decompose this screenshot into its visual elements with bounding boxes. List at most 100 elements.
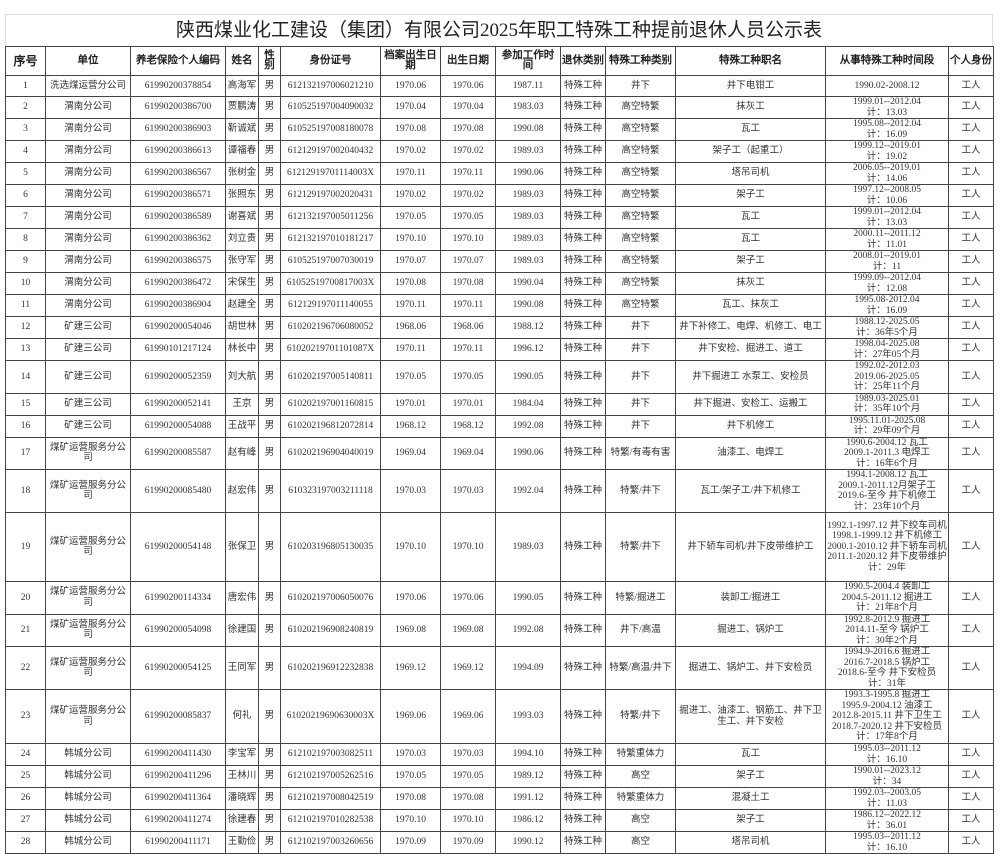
cell-identity: 工人 <box>948 338 994 361</box>
cell-gender: 男 <box>258 118 281 141</box>
column-header-id-number: 身份证号 <box>280 46 381 76</box>
cell-identity: 工人 <box>948 743 994 766</box>
cell-pension-code: 61990200386904 <box>130 294 226 317</box>
table-row: 2 渭南分公司 61990200386700 贾鹏涛男 6105251970040900… <box>5 96 994 119</box>
cell-file-birth-date: 1970.01 <box>380 392 441 416</box>
table-row: 15 矿建三公司 61990200052141 王京男 6102021970011608… <box>5 392 994 416</box>
cell-special-job: 架子工 <box>675 809 826 832</box>
cell-birth-date: 1970.09 <box>440 831 496 854</box>
table-row: 25 韩城分公司 61990200411296 王林川男 612102197005262… <box>5 765 994 788</box>
cell-id-number: 612102197010282538 <box>280 809 381 832</box>
cell-birth-date: 1970.02 <box>440 184 496 207</box>
cell-work-start-date: 1992.08 <box>495 414 561 438</box>
cell-seq: 28 <box>5 831 46 854</box>
table-row: 27 韩城分公司 61990200411274 徐建春男 612102197010282… <box>5 809 994 832</box>
column-header-special-type: 特殊工种类别 <box>605 46 676 76</box>
table-row: 6 渭南分公司 61990200386571 张照东男 6121291970020204… <box>5 184 994 207</box>
cell-unit: 矿建三公司 <box>45 338 131 361</box>
cell-name: 张树金 <box>225 162 259 185</box>
cell-identity: 工人 <box>948 436 994 470</box>
cell-special-job: 架子工 <box>675 250 826 273</box>
column-header-gender: 性别 <box>258 46 281 76</box>
cell-special-type: 井下 <box>605 338 676 361</box>
cell-name: 徐建国 <box>225 613 259 647</box>
cell-work-start-date: 1994.09 <box>495 646 561 690</box>
cell-unit: 韩城分公司 <box>45 787 131 810</box>
cell-retire-type: 特殊工种 <box>560 75 606 97</box>
cell-seq: 27 <box>5 809 46 832</box>
cell-special-job: 掘进工、锅炉工 <box>675 613 826 647</box>
cell-unit: 煤矿运营服务分公司 <box>45 613 131 647</box>
cell-file-birth-date: 1970.03 <box>380 743 441 766</box>
cell-pension-code: 61990200052359 <box>130 360 226 394</box>
cell-birth-date: 1970.06 <box>440 581 496 615</box>
cell-retire-type: 特殊工种 <box>560 118 606 141</box>
cell-work-start-date: 1983.03 <box>495 96 561 119</box>
cell-special-period: 1995.03--2011.12 计：16.10 <box>825 831 949 854</box>
cell-file-birth-date: 1970.05 <box>380 206 441 229</box>
column-header-seq: 序号 <box>5 46 46 76</box>
cell-birth-date: 1969.12 <box>440 646 496 690</box>
cell-special-period: 1998.04-2025.08 计：27年05个月 <box>825 338 949 361</box>
cell-special-period: 2006.05--2019.01 计：14.06 <box>825 162 949 185</box>
cell-special-period: 1992.02-2012.03 2019.06-2025.05 计：25年11个… <box>825 360 949 394</box>
cell-file-birth-date: 1970.10 <box>380 809 441 832</box>
cell-birth-date: 1970.11 <box>440 294 496 317</box>
cell-identity: 工人 <box>948 118 994 141</box>
cell-seq: 13 <box>5 338 46 361</box>
cell-gender: 男 <box>258 787 281 810</box>
cell-retire-type: 特殊工种 <box>560 184 606 207</box>
cell-seq: 18 <box>5 469 46 513</box>
cell-file-birth-date: 1970.08 <box>380 272 441 295</box>
cell-pension-code: 61990200386613 <box>130 140 226 163</box>
cell-file-birth-date: 1970.10 <box>380 228 441 251</box>
cell-id-number: 610203196805130035 <box>280 512 381 582</box>
cell-special-job: 瓦工、抹灰工 <box>675 294 826 317</box>
cell-retire-type: 特殊工种 <box>560 689 606 744</box>
cell-name: 宋保生 <box>225 272 259 295</box>
cell-special-job: 混凝土工 <box>675 787 826 810</box>
cell-seq: 9 <box>5 250 46 273</box>
cell-special-type: 高空特繁 <box>605 118 676 141</box>
cell-special-period: 1990.01--2023.12 计：34 <box>825 765 949 788</box>
cell-id-number: 610202196912232838 <box>280 646 381 690</box>
cell-file-birth-date: 1970.06 <box>380 75 441 97</box>
cell-special-period: 1997.12--2008.05 计：10.06 <box>825 184 949 207</box>
cell-unit: 洗选煤运营分公司 <box>45 75 131 97</box>
cell-identity: 工人 <box>948 206 994 229</box>
cell-birth-date: 1970.01 <box>440 392 496 416</box>
cell-gender: 男 <box>258 646 281 690</box>
cell-special-job: 井下轿车司机/井下皮带维护工 <box>675 512 826 582</box>
table-row: 5 渭南分公司 61990200386567 张树金男 6121291970111400… <box>5 162 994 185</box>
cell-pension-code: 61990200085837 <box>130 689 226 744</box>
cell-birth-date: 1970.10 <box>440 228 496 251</box>
cell-seq: 6 <box>5 184 46 207</box>
cell-unit: 渭南分公司 <box>45 118 131 141</box>
cell-pension-code: 61990200052141 <box>130 392 226 416</box>
cell-retire-type: 特殊工种 <box>560 581 606 615</box>
cell-work-start-date: 1990.04 <box>495 272 561 295</box>
cell-birth-date: 1970.11 <box>440 162 496 185</box>
cell-work-start-date: 1988.12 <box>495 316 561 339</box>
cell-id-number: 61020219701101087X <box>280 338 381 361</box>
cell-special-period: 1999.09--2012.04 计：12.08 <box>825 272 949 295</box>
cell-work-start-date: 1986.12 <box>495 809 561 832</box>
cell-pension-code: 61990200386567 <box>130 162 226 185</box>
cell-unit: 煤矿运营服务分公司 <box>45 436 131 470</box>
cell-name: 高海军 <box>225 75 259 97</box>
cell-unit: 渭南分公司 <box>45 272 131 295</box>
cell-work-start-date: 1996.12 <box>495 338 561 361</box>
cell-special-job: 瓦工 <box>675 206 826 229</box>
cell-file-birth-date: 1970.05 <box>380 765 441 788</box>
cell-work-start-date: 1989.12 <box>495 765 561 788</box>
cell-special-job: 掘进工、锅炉工、井下安检员 <box>675 646 826 690</box>
cell-id-number: 61052519700817003X <box>280 272 381 295</box>
cell-identity: 工人 <box>948 184 994 207</box>
cell-special-period: 1999.12--2019.01 计：19.02 <box>825 140 949 163</box>
cell-birth-date: 1970.10 <box>440 809 496 832</box>
cell-unit: 韩城分公司 <box>45 831 131 854</box>
cell-special-job: 架子工 <box>675 765 826 788</box>
cell-birth-date: 1969.04 <box>440 436 496 470</box>
cell-id-number: 610202197005140811 <box>280 360 381 394</box>
table-row: 17 煤矿运营服务分公司 61990200085587 赵有峰男 61020219690… <box>5 436 994 470</box>
